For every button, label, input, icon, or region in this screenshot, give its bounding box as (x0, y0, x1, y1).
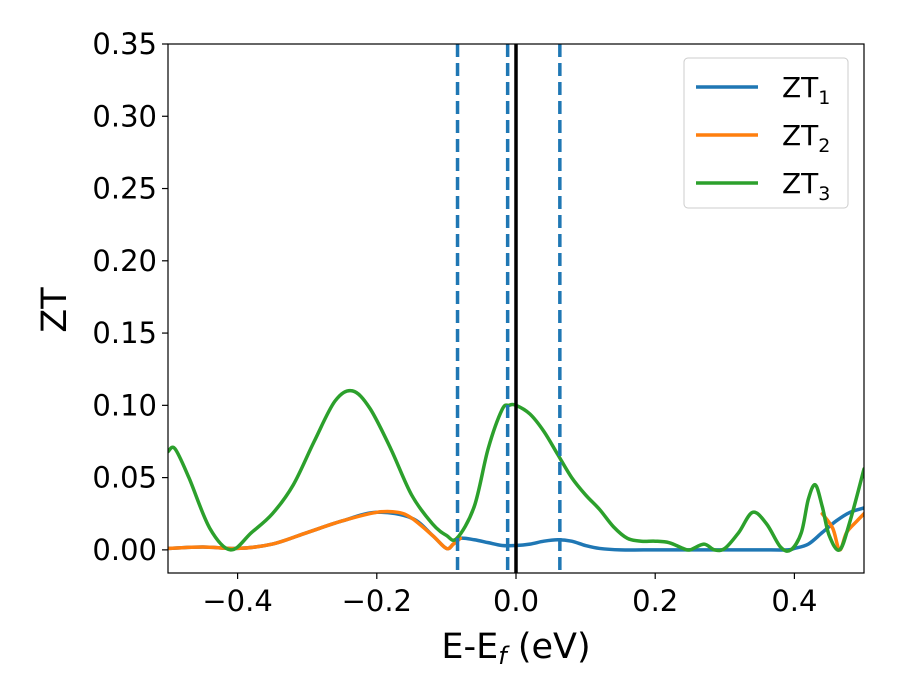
y-tick-label: 0.30 (92, 99, 157, 133)
x-tick-label: −0.4 (202, 584, 272, 618)
legend-box (683, 57, 849, 209)
x-tick-label: 0.4 (771, 584, 817, 618)
y-tick-label: 0.25 (92, 172, 157, 206)
y-tick-label: 0.10 (92, 388, 157, 422)
y-axis-label: ZT (35, 287, 75, 333)
legend-label-3: ZT3 (782, 167, 830, 205)
x-tick-label: 0.0 (493, 584, 539, 618)
y-tick-label: 0.15 (92, 316, 157, 350)
y-tick-label: 0.35 (92, 27, 157, 61)
reference-lines (455, 44, 562, 573)
legend-items: ZT1 ZT2 ZT3 (696, 71, 830, 205)
legend-label-2: ZT2 (782, 119, 830, 157)
legend-label-1: ZT1 (782, 71, 830, 109)
x-axis-ticks: −0.4 −0.2 0.0 0.2 0.4 (202, 573, 817, 618)
y-tick-label: 0.05 (92, 461, 157, 495)
x-tick-label: −0.2 (342, 584, 412, 618)
legend: ZT1 ZT2 ZT3 (683, 57, 849, 209)
y-axis-ticks: 0.00 0.05 0.10 0.15 0.20 0.25 0.30 0.35 (92, 27, 168, 567)
series-line-3 (168, 388, 864, 553)
x-tick-label: 0.2 (632, 584, 678, 618)
series-layer (168, 388, 864, 553)
y-tick-label: 0.20 (92, 244, 157, 278)
x-axis-label: E-Ef (eV) (441, 627, 590, 670)
y-tick-label: 0.00 (92, 533, 157, 567)
